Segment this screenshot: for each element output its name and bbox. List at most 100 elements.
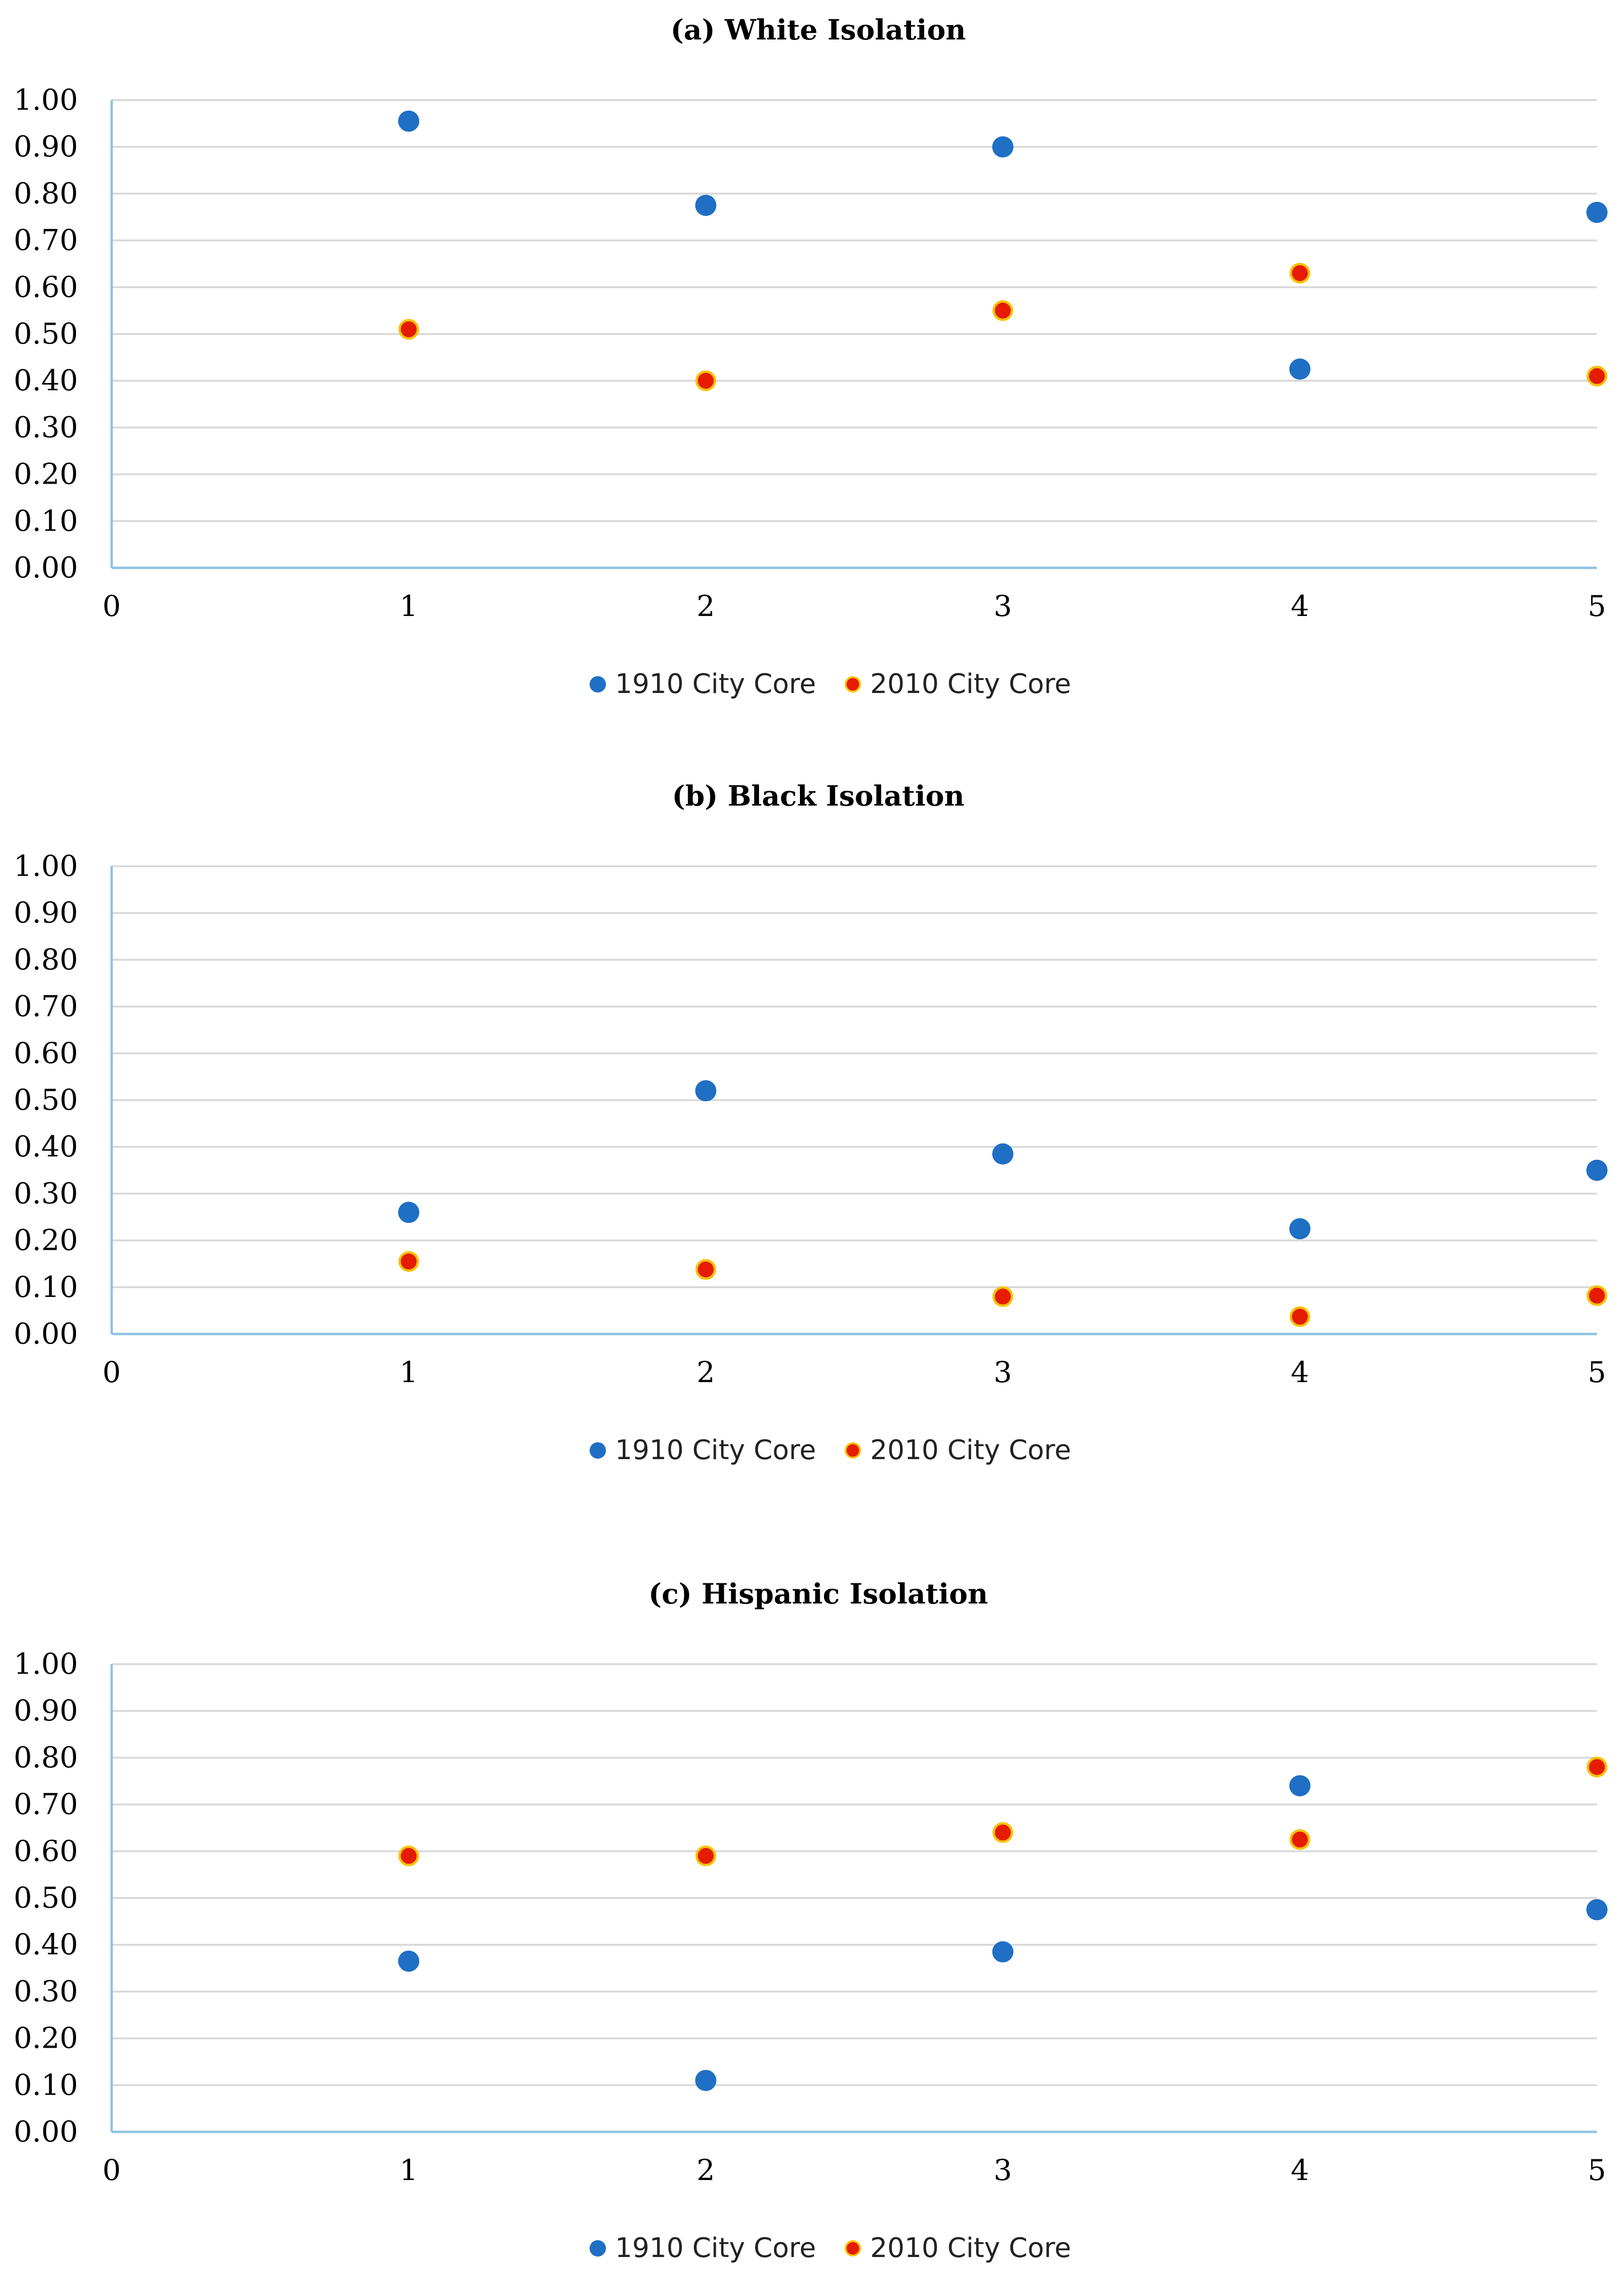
y-tick-label: 0.70 <box>13 1788 78 1821</box>
chart-title: (b) Black Isolation <box>672 780 965 812</box>
y-tick-label: 0.10 <box>13 1270 78 1304</box>
legend-marker <box>590 2240 606 2257</box>
data-point <box>992 1822 1014 1843</box>
x-tick-label: 2 <box>696 2154 715 2187</box>
data-point <box>398 1950 420 1972</box>
x-tick-label: 2 <box>696 1356 715 1389</box>
legend-marker <box>845 676 861 693</box>
y-tick-label: 0.80 <box>13 1741 78 1774</box>
data-point <box>1289 1775 1311 1796</box>
y-tick-label: 0.50 <box>13 317 78 351</box>
y-tick-label: 0.40 <box>13 1130 78 1164</box>
x-tick-label: 1 <box>399 1356 418 1389</box>
data-point <box>695 1846 716 1867</box>
chart-svg: (a) White Isolation 0.00 0.10 0.20 0.30 0.40 0… <box>13 13 1608 700</box>
data-point <box>1289 1306 1311 1327</box>
legend-label: 2010 City Core <box>870 1435 1071 1466</box>
data-point <box>1586 1285 1608 1306</box>
y-tick-label: 0.20 <box>13 2022 78 2055</box>
y-tick-label: 0.20 <box>13 458 78 491</box>
legend-marker <box>845 1442 861 1459</box>
x-tick-label: 1 <box>399 2154 418 2187</box>
data-point <box>1586 365 1608 386</box>
y-tick-label: 0.90 <box>13 130 78 164</box>
x-tick-label: 0 <box>103 1356 121 1389</box>
y-tick-label: 0.30 <box>13 1975 78 2008</box>
x-tick-label: 3 <box>994 1356 1012 1389</box>
data-point <box>992 300 1014 321</box>
legend-marker <box>590 676 606 693</box>
data-point <box>695 1080 717 1102</box>
x-tick-label: 1 <box>399 590 418 623</box>
y-tick-label: 0.70 <box>13 990 78 1024</box>
x-tick-label: 4 <box>1291 590 1309 623</box>
y-tick-label: 0.20 <box>13 1224 78 1257</box>
x-tick-label: 2 <box>696 590 715 623</box>
data-point <box>992 1143 1014 1165</box>
legend-label: 1910 City Core <box>615 1435 816 1466</box>
y-tick-label: 1.00 <box>13 849 78 883</box>
y-tick-label: 0.60 <box>13 270 78 304</box>
y-tick-label: 0.50 <box>13 1083 78 1117</box>
y-tick-label: 0.00 <box>13 1317 78 1351</box>
chart-panel-c: (c) Hispanic Isolation 0.00 0.10 0.20 0.30 0.… <box>0 1564 1621 2296</box>
y-tick-label: 0.90 <box>13 896 78 930</box>
y-tick-label: 0.50 <box>13 1881 78 1915</box>
data-point <box>1586 202 1608 223</box>
y-tick-label: 1.00 <box>13 83 78 117</box>
data-point <box>398 1846 419 1867</box>
y-tick-label: 0.00 <box>13 551 78 585</box>
y-tick-label: 0.10 <box>13 504 78 538</box>
x-tick-label: 0 <box>103 590 121 623</box>
chart-title: (a) White Isolation <box>670 13 966 46</box>
data-point <box>1289 1829 1311 1850</box>
data-point <box>695 370 716 391</box>
x-tick-label: 5 <box>1588 590 1606 623</box>
data-point <box>1586 1159 1608 1181</box>
legend-marker <box>845 2240 861 2257</box>
y-tick-label: 0.60 <box>13 1834 78 1868</box>
data-point <box>695 1259 716 1280</box>
data-point <box>398 1251 419 1272</box>
x-tick-label: 3 <box>994 590 1012 623</box>
x-tick-label: 4 <box>1291 2154 1309 2187</box>
data-point <box>1586 1899 1608 1921</box>
x-tick-label: 5 <box>1588 2154 1606 2187</box>
chart-title: (c) Hispanic Isolation <box>648 1578 988 1610</box>
y-tick-label: 0.80 <box>13 177 78 210</box>
x-tick-label: 0 <box>103 2154 121 2187</box>
chart-svg: (c) Hispanic Isolation 0.00 0.10 0.20 0.30 0.… <box>13 1578 1608 2264</box>
y-tick-label: 0.00 <box>13 2115 78 2149</box>
y-tick-label: 0.40 <box>13 1928 78 1962</box>
y-tick-label: 0.30 <box>13 1177 78 1210</box>
data-point <box>695 194 717 216</box>
legend-label: 1910 City Core <box>615 668 816 700</box>
y-tick-label: 0.30 <box>13 410 78 444</box>
data-point <box>398 1202 420 1223</box>
legend-marker <box>590 1442 606 1459</box>
x-tick-label: 3 <box>994 2154 1012 2187</box>
legend-label: 1910 City Core <box>615 2232 816 2264</box>
y-tick-label: 0.10 <box>13 2068 78 2102</box>
data-point <box>398 319 419 340</box>
data-point <box>398 110 420 132</box>
data-point <box>1289 358 1311 380</box>
y-tick-label: 0.40 <box>13 364 78 398</box>
data-point <box>992 1286 1014 1307</box>
data-point <box>992 136 1014 158</box>
y-tick-label: 0.70 <box>13 224 78 257</box>
x-tick-label: 5 <box>1588 1356 1606 1389</box>
y-tick-label: 0.90 <box>13 1694 78 1728</box>
legend-label: 2010 City Core <box>870 668 1071 700</box>
x-tick-label: 4 <box>1291 1356 1309 1389</box>
chart-panel-a: (a) White Isolation 0.00 0.10 0.20 0.30 0.40 0… <box>0 0 1621 731</box>
chart-panel-b: (b) Black Isolation 0.00 0.10 0.20 0.30 0.40 0… <box>0 766 1621 1498</box>
y-tick-label: 0.80 <box>13 943 78 976</box>
data-point <box>1289 1218 1311 1240</box>
data-point <box>1586 1757 1608 1778</box>
y-tick-label: 0.60 <box>13 1037 78 1070</box>
legend-label: 2010 City Core <box>870 2232 1071 2264</box>
data-point <box>695 2070 717 2091</box>
chart-svg: (b) Black Isolation 0.00 0.10 0.20 0.30 0.40 0… <box>13 780 1608 1466</box>
